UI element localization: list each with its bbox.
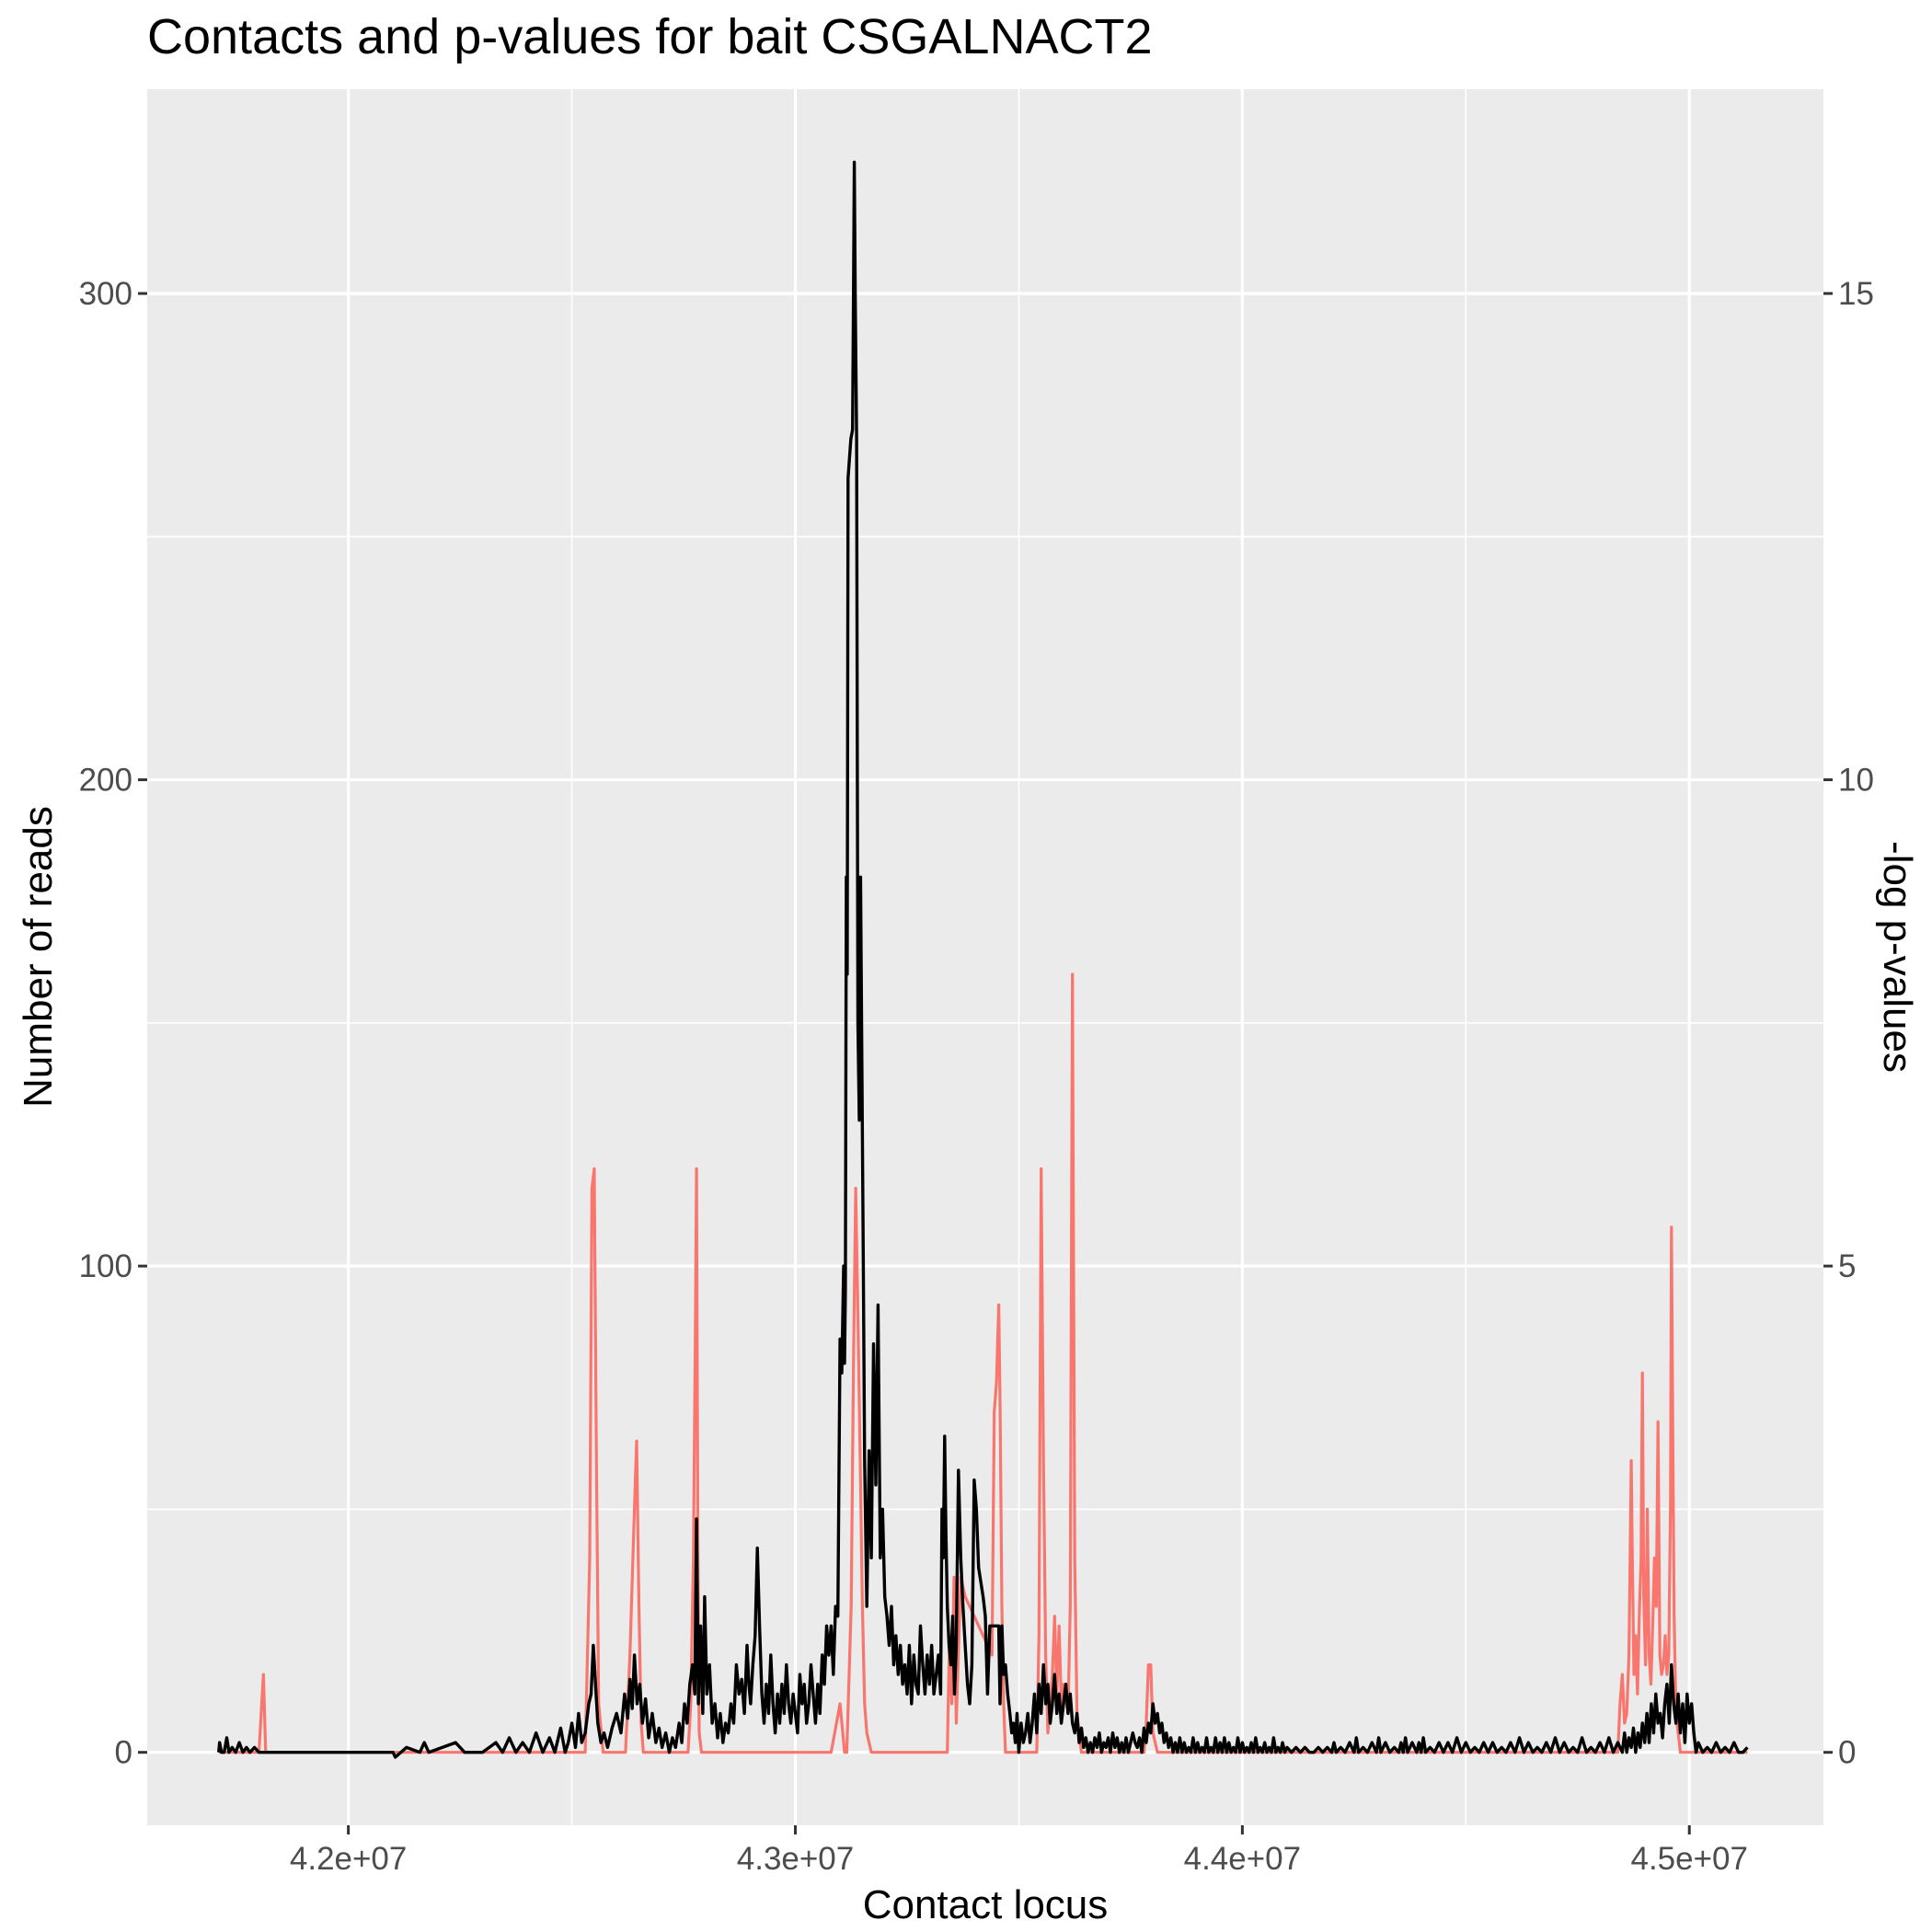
chart-title: Contacts and p-values for bait CSGALNACT…	[147, 9, 1153, 64]
y2-tick-label: 15	[1838, 276, 1874, 312]
x-axis: 4.2e+07 4.3e+07 4.4e+07 4.5e+07	[290, 1825, 1748, 1877]
y-tick-label: 0	[115, 1735, 132, 1771]
series-layer	[217, 160, 1749, 1759]
x-tick-label: 4.2e+07	[290, 1841, 408, 1877]
x-axis-title: Contact locus	[863, 1882, 1109, 1927]
y-tick-label: 300	[79, 276, 132, 312]
reads-series-line	[217, 160, 1749, 1759]
x-tick-label: 4.3e+07	[737, 1841, 855, 1877]
y2-tick-label: 0	[1838, 1735, 1856, 1771]
y-axis-left: 0 100 200 300	[79, 276, 147, 1771]
x-tick-label: 4.4e+07	[1184, 1841, 1302, 1877]
plot-panel	[147, 89, 1823, 1825]
x-tick-label: 4.5e+07	[1630, 1841, 1748, 1877]
y-tick-label: 100	[79, 1248, 132, 1284]
y2-tick-label: 5	[1838, 1248, 1856, 1284]
y-axis-right: 0 5 10 15	[1823, 276, 1874, 1771]
y-axis-title: Number of reads	[16, 806, 61, 1108]
y2-tick-label: 10	[1838, 763, 1874, 799]
y2-axis-title: -log p-values	[1875, 841, 1920, 1073]
y-tick-label: 200	[79, 763, 132, 799]
minor-gridlines	[147, 89, 1823, 1825]
